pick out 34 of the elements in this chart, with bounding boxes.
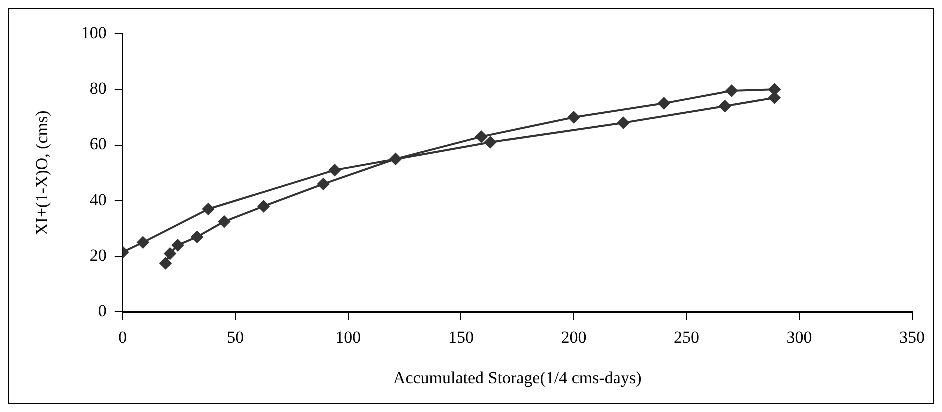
point [172, 239, 184, 252]
x-tick-label: 100 [336, 328, 362, 347]
point [484, 136, 497, 148]
point [318, 178, 330, 190]
x-tick-label: 200 [561, 328, 587, 347]
point [328, 164, 341, 176]
y-tick-label: 60 [90, 134, 107, 154]
x-tick-label: 150 [448, 328, 474, 347]
point [202, 203, 215, 216]
x-tick-label: 350 [900, 328, 925, 347]
x-tick-label: 50 [227, 328, 244, 347]
point [618, 117, 630, 130]
point [218, 216, 230, 228]
x-tick-label: 250 [674, 328, 700, 347]
x-tick-label: 0 [118, 328, 128, 347]
point [568, 111, 580, 124]
y-axis-title: XI+(1-X)O, (cms) [32, 110, 52, 236]
point [658, 98, 670, 110]
point [726, 85, 738, 98]
point [160, 258, 172, 270]
point [719, 100, 732, 112]
point [258, 200, 270, 212]
point [390, 153, 402, 166]
point [475, 130, 488, 143]
point [164, 248, 176, 260]
y-tick-label: 100 [81, 23, 107, 42]
y-tick-label: 80 [90, 79, 107, 98]
y-tick-label: 20 [90, 246, 107, 266]
y-tick-label: 0 [98, 302, 107, 321]
y-tick-label: 40 [90, 190, 107, 210]
x-axis-title: Accumulated Storage(1/4 cms-days) [393, 368, 642, 388]
point [191, 231, 204, 244]
point [137, 236, 150, 249]
x-tick-label: 300 [786, 328, 812, 347]
